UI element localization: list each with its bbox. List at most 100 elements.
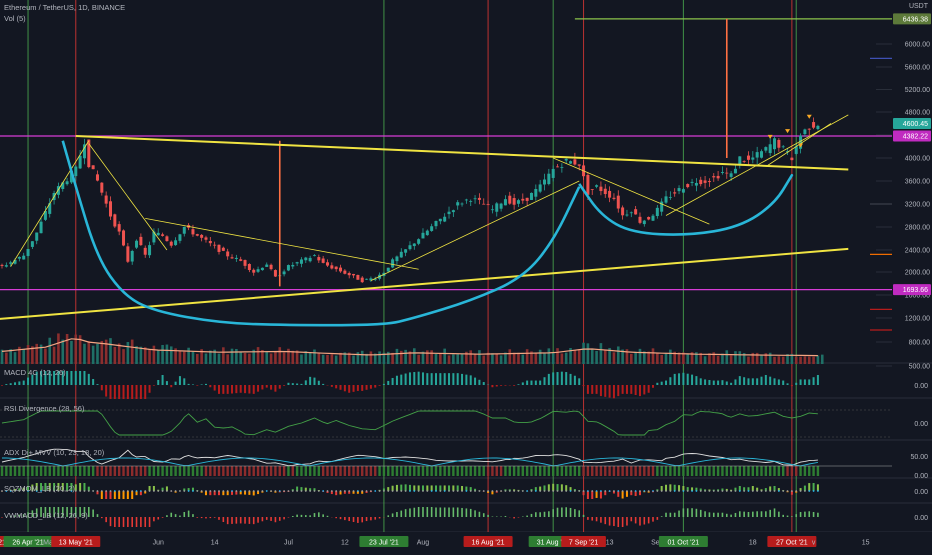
- macd-bar: [140, 385, 142, 399]
- volume-bar: [157, 350, 160, 364]
- candle-body: [608, 191, 611, 198]
- volume-bar: [634, 352, 637, 364]
- candle-body: [547, 174, 550, 184]
- vwmacd-bar: [635, 517, 637, 523]
- vwmacd-bar: [726, 514, 728, 517]
- macd-bar: [787, 383, 789, 385]
- candle-body: [517, 200, 520, 204]
- adx-bar: [739, 466, 741, 476]
- macd-bar: [717, 381, 719, 385]
- vwmacd-bar: [470, 509, 472, 517]
- candle-body: [131, 251, 134, 262]
- vwmacd-bar: [444, 507, 446, 517]
- adx-bar: [513, 466, 515, 476]
- macd-bar: [778, 379, 780, 385]
- macd-bar: [253, 385, 255, 394]
- candle-body: [139, 237, 142, 245]
- squeeze-dot: [131, 490, 133, 492]
- adx-bar: [652, 466, 654, 476]
- squeeze-dot: [665, 490, 667, 492]
- volume-bar: [70, 341, 73, 364]
- adx-bar: [474, 466, 476, 476]
- squeeze-dot: [652, 490, 654, 492]
- candle-body: [630, 212, 633, 213]
- candle-body: [291, 265, 294, 266]
- vwmacd-bar: [170, 513, 172, 517]
- adx-bar: [331, 466, 333, 476]
- squeeze-dot: [787, 490, 789, 492]
- vwmacd-bar: [479, 512, 481, 517]
- price-tick-label: 3600.00: [905, 179, 930, 186]
- squeeze-dot: [778, 490, 780, 492]
- vwmacd-bar: [600, 517, 602, 523]
- macd-bar: [774, 378, 776, 385]
- squeeze-dot: [409, 490, 411, 492]
- adx-bar: [817, 466, 819, 476]
- candle-body: [252, 270, 255, 273]
- macd-bar: [27, 378, 29, 385]
- squeeze-bar: [114, 491, 116, 499]
- vwmacd-bar: [483, 513, 485, 517]
- macd-bar: [110, 385, 112, 399]
- squeeze-dot: [322, 490, 324, 492]
- candle-body: [643, 221, 646, 224]
- volume-bar: [660, 355, 663, 364]
- macd-bar: [157, 380, 159, 385]
- volume-bar: [270, 354, 273, 364]
- squeeze-dot: [353, 490, 355, 492]
- vwmacd-bar: [114, 517, 116, 527]
- squeeze-dot: [583, 490, 585, 492]
- squeeze-dot: [678, 490, 680, 492]
- squeeze-dot: [743, 490, 745, 492]
- candle-body: [183, 227, 186, 234]
- macd-bar: [470, 375, 472, 385]
- vwmacd-bar: [461, 508, 463, 517]
- macd-bar: [539, 381, 541, 385]
- currency-label: USDT: [909, 3, 928, 10]
- adx-bar: [361, 466, 363, 476]
- adx-bar: [656, 466, 658, 476]
- trendline: [11, 141, 89, 267]
- candle-body: [270, 265, 273, 269]
- adx-bar: [261, 466, 263, 476]
- candle-body: [695, 183, 698, 186]
- adx-bar: [630, 466, 632, 476]
- macd-bar: [400, 375, 402, 385]
- macd-bar: [300, 384, 302, 385]
- macd-bar: [739, 376, 741, 385]
- candle-body: [148, 245, 151, 255]
- vwmacd-bar: [440, 507, 442, 517]
- squeeze-bar: [808, 483, 810, 491]
- volume-bar: [378, 351, 381, 364]
- volume-bar: [352, 356, 355, 365]
- adx-bar: [383, 466, 385, 476]
- macd-bar: [392, 378, 394, 385]
- time-tag-label: 01 Oct '21: [668, 540, 700, 547]
- candle-body: [322, 258, 325, 262]
- squeeze-dot: [791, 490, 793, 492]
- vwmacd-bar: [149, 517, 151, 527]
- squeeze-legend: SQZMOM_LB (20, 2): [4, 484, 75, 493]
- macd-bar: [734, 379, 736, 385]
- vwmacd-bar: [631, 517, 633, 521]
- candle-body: [556, 166, 559, 167]
- vwmacd-bar: [804, 512, 806, 517]
- vwmacd-bar: [574, 509, 576, 517]
- squeeze-dot: [587, 490, 589, 492]
- candle-body: [161, 234, 164, 236]
- macd-bar: [374, 385, 376, 388]
- squeeze-dot: [769, 490, 771, 492]
- vwmacd-bar: [357, 517, 359, 523]
- volume-bar: [131, 340, 134, 364]
- macd-bar: [635, 385, 637, 395]
- macd-bar: [409, 372, 411, 385]
- volume-bar: [48, 338, 51, 364]
- adx-bar: [157, 466, 159, 476]
- squeeze-bar: [548, 484, 550, 491]
- signal-marker: [807, 115, 812, 119]
- vwmacd-bar: [218, 517, 220, 520]
- candle-body: [113, 214, 116, 226]
- candle-body: [461, 204, 464, 205]
